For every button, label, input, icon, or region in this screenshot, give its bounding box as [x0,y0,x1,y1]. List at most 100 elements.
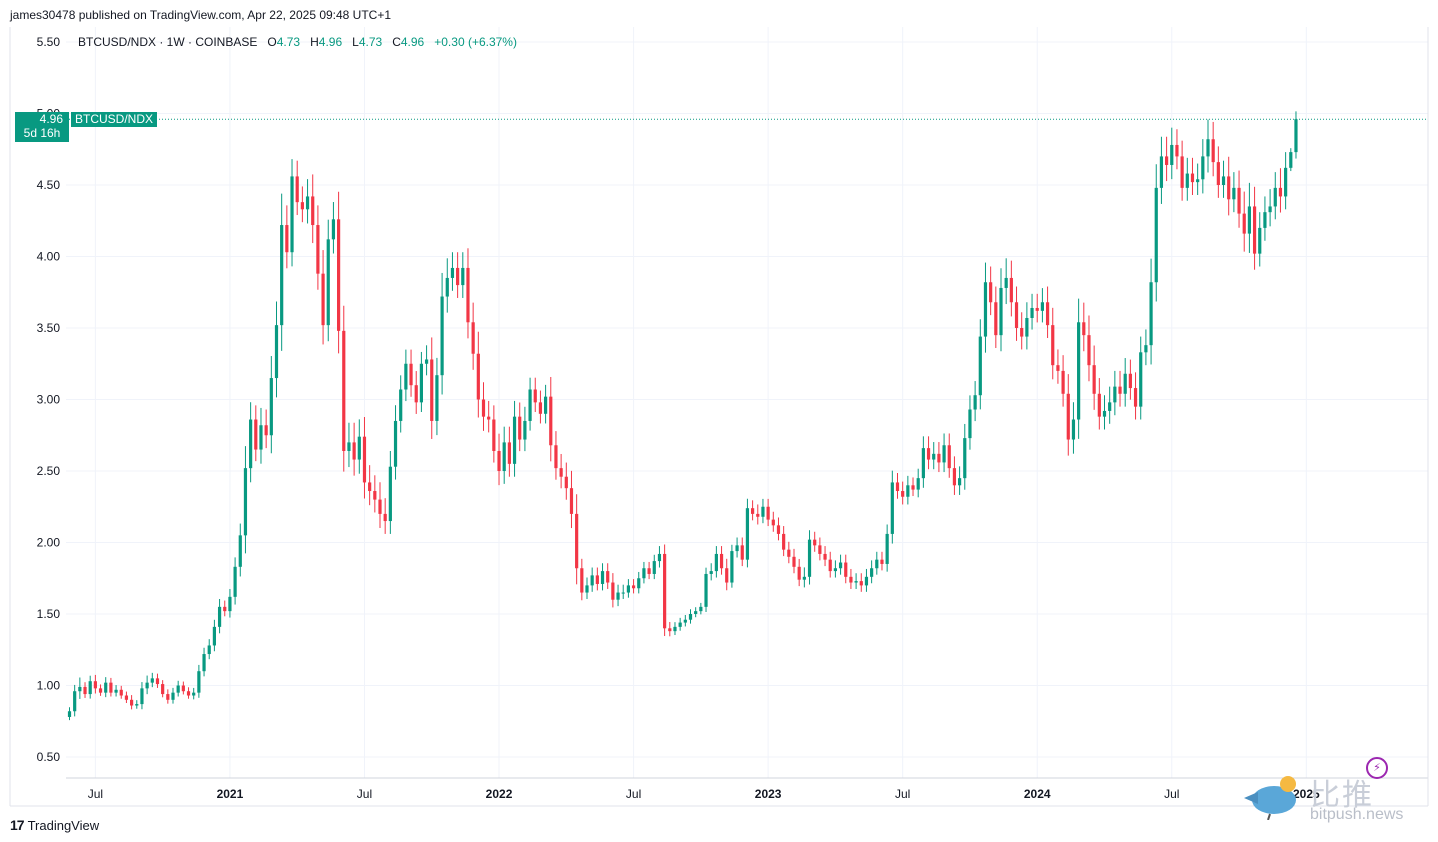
candle-body [1097,393,1101,417]
legend-symbol: BTCUSD/NDX · 1W · COINBASE [78,35,258,49]
candle [1242,191,1246,252]
candle-body [523,420,527,440]
candle-body [311,196,315,226]
candle [880,551,884,571]
candle [197,664,201,698]
candle [171,687,175,704]
candle-body [166,694,170,700]
candle [797,558,801,587]
candle-body [725,568,729,583]
candle [647,561,651,580]
candle-body [280,225,284,326]
candle [802,567,806,588]
tradingview-logo[interactable]: 17 TradingView [10,817,99,833]
candle [813,531,817,552]
candle-body [859,581,863,586]
candle [792,548,796,574]
candle [1273,172,1277,220]
candle-body [88,681,92,695]
candle [357,419,361,474]
candle-body [1165,156,1169,165]
symbol-legend[interactable]: BTCUSD/NDX · 1W · COINBASE O4.73 H4.96 L… [78,35,517,49]
candle-body [647,568,651,574]
candle [352,422,356,476]
candle-body [973,395,977,410]
candle-body [264,425,268,436]
candle [1009,260,1013,317]
candle [259,407,263,464]
candle-body [487,416,491,420]
candle-body [450,267,455,278]
candle-body [1014,302,1019,328]
candle-body [249,419,253,469]
candle [430,337,434,439]
candle [243,446,248,554]
candle [544,384,548,424]
candle-body [937,453,941,463]
candle-body [476,353,480,400]
candle-body [932,453,936,460]
candle-body [1066,393,1070,440]
candle-body [544,396,548,414]
candle-body [657,553,662,562]
candle-body [1009,277,1013,303]
candle-body [989,282,993,303]
candle [347,422,351,468]
x-tick-label: 2025 [1293,787,1320,801]
candle [1201,139,1205,194]
candle [109,677,113,697]
candle [714,546,718,578]
candle-body [1201,156,1205,180]
legend-change: +0.30 (+6.37%) [434,35,517,49]
candle-body [83,686,87,695]
candle [771,511,775,532]
lightning-icon[interactable]: ⚡ [1366,757,1388,779]
candle-body [502,442,506,471]
candle [673,622,677,636]
candle [699,602,703,615]
candle-body [1056,365,1060,371]
candle [207,639,211,660]
candle-body [668,628,672,632]
candle [1180,140,1184,201]
candle-body [745,508,750,560]
candle [393,405,398,480]
candle-body [352,442,356,460]
candle-body [833,568,837,572]
candle [989,266,993,316]
candle-body [958,478,962,486]
candle [217,598,222,634]
candle-body [171,692,175,700]
candle-body [802,576,806,580]
candle-body [870,568,874,577]
candle-body [890,482,894,534]
candle-body [616,592,620,600]
candle [512,400,517,477]
candle [487,400,491,433]
candle-body [999,287,1003,336]
candle [445,258,449,313]
candle [383,498,387,534]
candle-body [1273,187,1277,207]
bar-countdown: 5d 16h [23,126,61,140]
candle-body [1102,410,1107,417]
candle-body [305,196,310,210]
candle [564,462,568,500]
candle [823,546,827,567]
y-tick-label: 1.00 [37,679,61,693]
candle-body [419,363,423,403]
candle-body [1289,152,1293,168]
candle [968,395,972,450]
candle-body [181,685,185,692]
candle [481,382,486,431]
candle-body [1237,187,1241,214]
candle [761,498,765,524]
candle-body [735,545,739,552]
candle-body [414,385,418,403]
candle-body [471,322,475,354]
candle-body [135,704,139,706]
candle [254,405,258,462]
candle [440,272,444,395]
candle-body [885,533,889,564]
